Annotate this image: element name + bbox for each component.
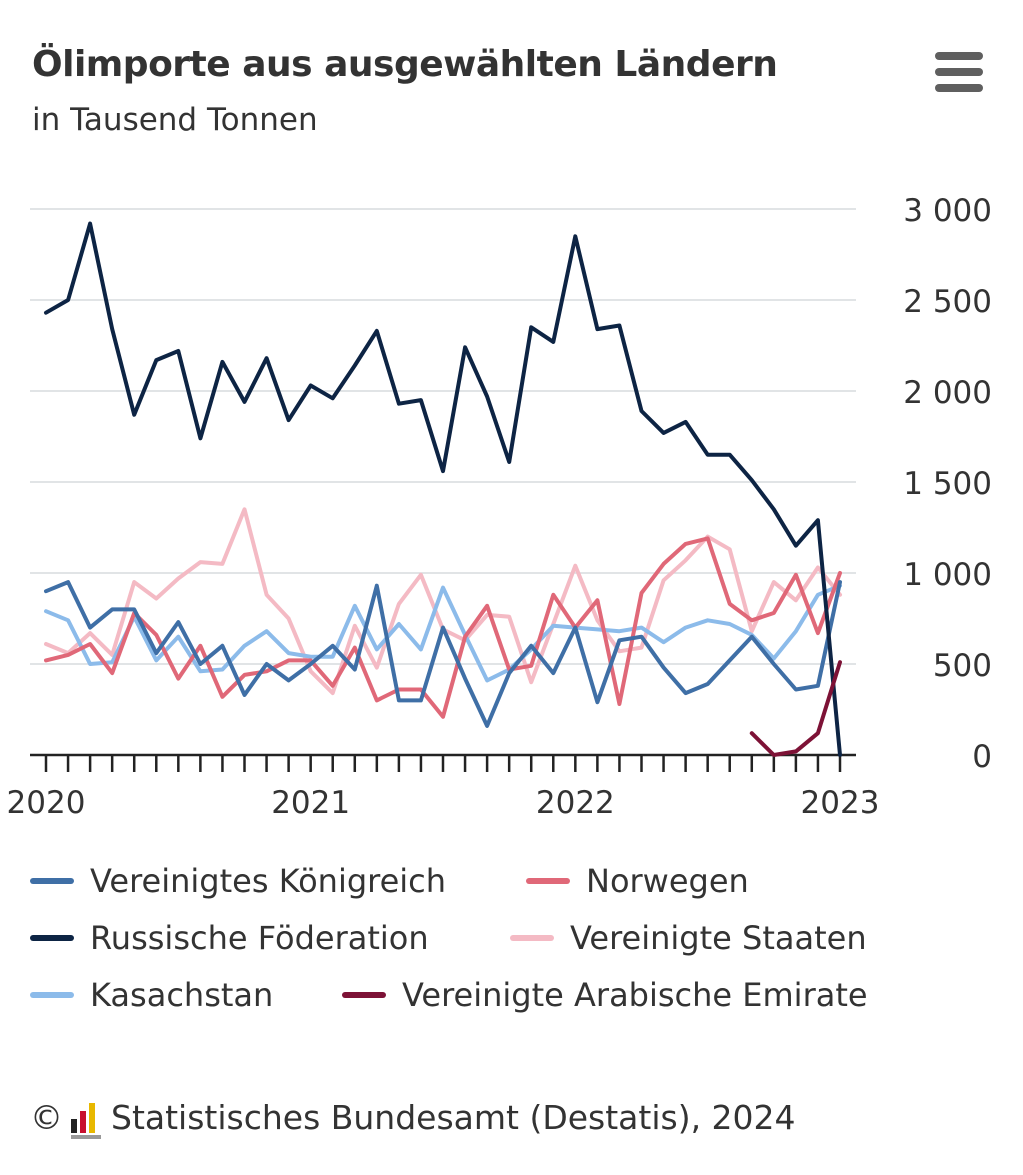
legend-swatch [30,878,74,884]
source-credit: © Statistisches Bundesamt (Destatis), 20… [30,1098,796,1139]
hamburger-menu-icon[interactable] [930,52,988,98]
y-tick-label: 0 [972,739,992,775]
y-tick-label: 1 000 [903,557,992,593]
legend-item[interactable]: Vereinigtes Königreich [30,862,446,900]
legend-swatch [526,878,570,884]
x-tick-label: 2020 [7,785,86,821]
chart-subtitle: in Tausend Tonnen [32,102,318,138]
y-tick-label: 500 [933,648,992,684]
y-tick-label: 2 000 [903,375,992,411]
legend-label: Norwegen [586,862,749,900]
series-line-kasachstan[interactable] [44,583,842,683]
x-tick-label: 2022 [536,785,615,821]
legend-item[interactable]: Vereinigte Arabische Emirate [342,976,868,1014]
legend-swatch [342,992,386,998]
credit-text: Statistisches Bundesamt (Destatis), 2024 [111,1098,796,1137]
chart-title: Ölimporte aus ausgewählten Ländern [32,44,778,85]
legend-label: Kasachstan [90,976,274,1014]
y-tick-label: 2 500 [903,284,992,320]
chart-series [44,221,842,757]
y-tick-label: 3 000 [903,193,992,229]
legend-item[interactable]: Kasachstan [30,976,273,1014]
y-tick-label: 1 500 [903,466,992,502]
legend-label: Vereinigte Staaten [570,919,867,957]
x-tick-label: 2021 [271,785,350,821]
copyright-symbol: © [30,1098,63,1137]
series-line-norwegen[interactable] [44,536,842,719]
legend-swatch [30,992,74,998]
legend-item[interactable]: Vereinigte Staaten [510,919,867,957]
legend-label: Vereinigtes Königreich [90,862,447,900]
line-chart: 3 000 2 500 2 000 1 500 1 000 500 0 2020 2021 202… [7,193,992,821]
series-line-vereinigte-staaten[interactable] [44,507,842,696]
legend-label: Vereinigte Arabische Emirate [402,976,868,1014]
legend-label: Russische Föderation [90,919,429,957]
destatis-logo-icon [71,1102,101,1139]
x-tick-label: 2023 [801,785,880,821]
legend-item[interactable]: Norwegen [526,862,749,900]
legend-item[interactable]: Russische Föderation [30,919,429,957]
legend-swatch [30,935,74,941]
series-line-vereinigte-arabische-emirate[interactable] [749,660,842,757]
series-line-russische-föderation[interactable] [44,221,842,757]
chart-tick-labels: 3 000 2 500 2 000 1 500 1 000 500 0 2020 2021 202… [7,193,992,821]
x-axis [30,753,856,772]
series-line-vereinigtes-königreich[interactable] [44,580,842,728]
legend-swatch [510,935,554,941]
